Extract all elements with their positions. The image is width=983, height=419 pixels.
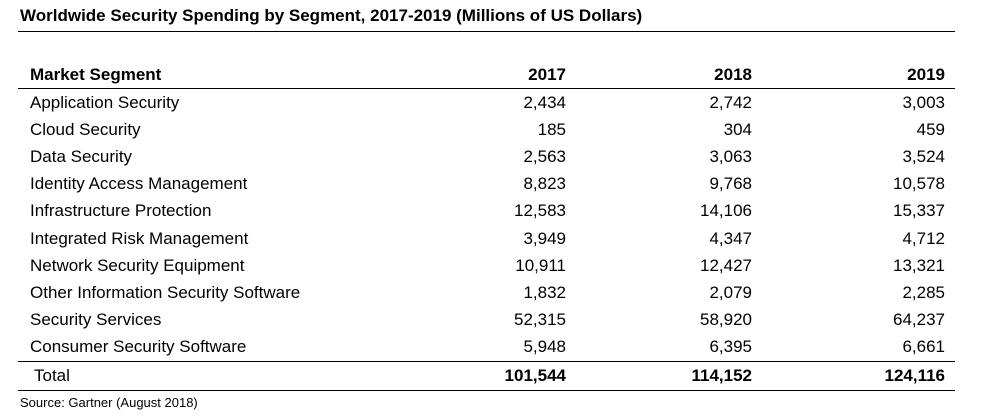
value-cell-2018: 304 xyxy=(723,119,752,139)
table-row: Data Security 2,563 3,063 3,524 xyxy=(18,143,955,170)
table-row: Cloud Security 185 304 459 xyxy=(18,116,955,143)
column-header-2019: 2019 xyxy=(907,65,945,84)
total-cell-2018: 114,152 xyxy=(691,365,752,385)
value-cell-2017: 2,434 xyxy=(523,92,566,112)
segment-cell: Integrated Risk Management xyxy=(30,228,249,248)
segment-cell: Infrastructure Protection xyxy=(30,201,212,221)
segment-cell: Security Services xyxy=(30,310,162,330)
segment-cell: Application Security xyxy=(30,92,180,112)
value-cell-2019: 10,578 xyxy=(893,174,945,194)
value-cell-2017: 185 xyxy=(537,119,566,139)
value-cell-2019: 13,321 xyxy=(893,255,945,275)
table-row: Network Security Equipment 10,911 12,427… xyxy=(18,252,955,279)
table-title: Worldwide Security Spending by Segment, … xyxy=(20,6,643,25)
value-cell-2017: 3,949 xyxy=(523,228,566,248)
segment-cell: Other Information Security Software xyxy=(30,282,301,302)
header-row: Market Segment 2017 2018 2019 xyxy=(18,62,955,89)
value-cell-2018: 58,920 xyxy=(700,310,752,330)
segment-cell: Network Security Equipment xyxy=(30,255,245,275)
table-row: Consumer Security Software 5,948 6,395 6… xyxy=(18,334,955,362)
value-cell-2017: 1,832 xyxy=(523,282,566,302)
value-cell-2019: 2,285 xyxy=(902,282,945,302)
value-cell-2017: 12,583 xyxy=(514,201,566,221)
table-row: Integrated Risk Management 3,949 4,347 4… xyxy=(18,225,955,252)
total-label: Total xyxy=(34,365,70,385)
segment-cell: Data Security xyxy=(30,146,133,166)
value-cell-2017: 8,823 xyxy=(523,174,566,194)
value-cell-2018: 3,063 xyxy=(709,146,752,166)
table-row: Application Security 2,434 2,742 3,003 xyxy=(18,89,955,117)
value-cell-2019: 4,712 xyxy=(902,228,945,248)
total-cell-2017: 101,544 xyxy=(504,365,566,385)
value-cell-2018: 2,742 xyxy=(709,92,752,112)
spending-table: Market Segment 2017 2018 2019 Applicatio… xyxy=(18,62,955,391)
table-row: Security Services 52,315 58,920 64,237 xyxy=(18,307,955,334)
value-cell-2018: 9,768 xyxy=(709,174,752,194)
value-cell-2019: 3,524 xyxy=(902,146,945,166)
value-cell-2019: 15,337 xyxy=(893,201,945,221)
source-note: Source: Gartner (August 2018) xyxy=(20,395,198,410)
segment-cell: Consumer Security Software xyxy=(30,337,247,357)
value-cell-2018: 2,079 xyxy=(709,282,752,302)
table-row: Infrastructure Protection 12,583 14,106 … xyxy=(18,198,955,225)
title-divider xyxy=(18,31,955,32)
segment-cell: Identity Access Management xyxy=(30,174,248,194)
total-row: Total 101,544 114,152 124,116 xyxy=(18,361,955,391)
value-cell-2017: 2,563 xyxy=(523,146,566,166)
table-row: Other Information Security Software 1,83… xyxy=(18,279,955,306)
column-header-2018: 2018 xyxy=(714,65,752,84)
segment-cell: Cloud Security xyxy=(30,119,141,139)
column-header-2017: 2017 xyxy=(528,65,566,84)
value-cell-2018: 4,347 xyxy=(709,228,752,248)
value-cell-2017: 10,911 xyxy=(515,255,566,275)
value-cell-2017: 52,315 xyxy=(514,310,566,330)
table-row: Identity Access Management 8,823 9,768 1… xyxy=(18,171,955,198)
value-cell-2018: 6,395 xyxy=(709,337,752,357)
value-cell-2019: 64,237 xyxy=(893,310,945,330)
value-cell-2017: 5,948 xyxy=(523,337,566,357)
value-cell-2019: 3,003 xyxy=(902,92,945,112)
value-cell-2019: 6,661 xyxy=(902,337,945,357)
total-cell-2019: 124,116 xyxy=(884,365,945,385)
column-header-segment: Market Segment xyxy=(30,65,162,84)
value-cell-2018: 12,427 xyxy=(700,255,752,275)
value-cell-2019: 459 xyxy=(916,119,945,139)
value-cell-2018: 14,106 xyxy=(700,201,752,221)
